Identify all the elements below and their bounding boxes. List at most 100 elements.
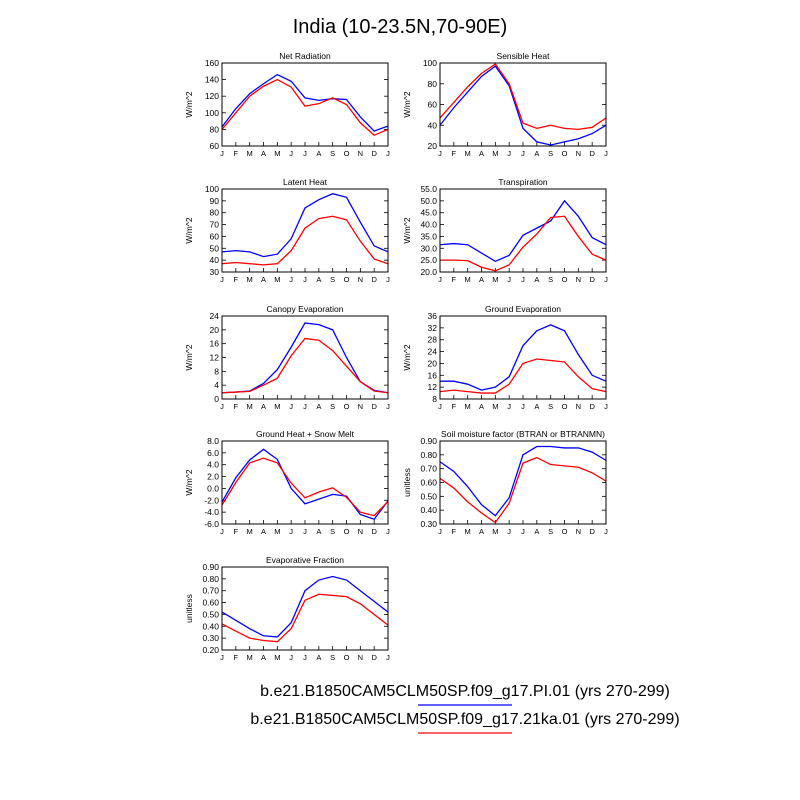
y-tick-label: 25.0 (420, 255, 437, 265)
x-tick-label: A (534, 402, 539, 411)
y-tick-label: 0.40 (202, 621, 219, 631)
x-tick-label: S (330, 527, 335, 536)
x-tick-label: D (589, 527, 595, 536)
x-tick-label: J (289, 402, 293, 411)
y-tick-label: 20 (210, 325, 220, 335)
x-tick-label: J (303, 402, 307, 411)
x-tick-label: J (507, 402, 511, 411)
x-tick-label: F (234, 402, 239, 411)
x-tick-label: J (604, 275, 608, 284)
series-line (439, 445, 607, 517)
x-tick-label: J (386, 653, 390, 662)
x-tick-label: J (386, 527, 390, 536)
x-tick-label: D (371, 275, 377, 284)
x-tick-label: A (316, 402, 321, 411)
y-tick-label: 100 (205, 108, 219, 118)
series-line (439, 358, 607, 394)
x-tick-label: M (274, 527, 280, 536)
x-tick-label: M (274, 653, 280, 662)
series-line (221, 575, 389, 638)
x-tick-label: J (220, 402, 224, 411)
y-tick-label: 0 (214, 394, 219, 404)
x-tick-label: N (358, 275, 363, 284)
x-tick-label: M (247, 275, 253, 284)
x-tick-label: A (261, 149, 266, 158)
y-tick-label: 4.0 (207, 460, 219, 470)
y-tick-label: 0.50 (420, 491, 437, 501)
y-tick-label: 36 (428, 311, 438, 321)
x-tick-label: O (562, 527, 568, 536)
y-tick-label: 20.0 (420, 267, 437, 277)
x-tick-label: N (358, 653, 363, 662)
x-tick-label: F (234, 653, 239, 662)
y-tick-label: 0.50 (202, 609, 219, 619)
x-tick-label: F (452, 275, 457, 284)
x-tick-label: A (479, 275, 484, 284)
x-tick-label: J (438, 275, 442, 284)
y-axis-label: W/m^2 (184, 344, 194, 370)
x-tick-label: M (247, 402, 253, 411)
panel-title: Ground Heat + Snow Melt (256, 429, 355, 439)
x-tick-label: S (548, 402, 553, 411)
x-tick-label: J (521, 149, 525, 158)
x-tick-label: F (234, 149, 239, 158)
x-tick-label: J (289, 149, 293, 158)
x-tick-label: N (576, 275, 581, 284)
y-tick-label: 0.20 (202, 645, 219, 655)
y-tick-label: 16 (428, 370, 438, 380)
y-axis-label: W/m^2 (184, 91, 194, 117)
x-tick-label: J (220, 527, 224, 536)
y-tick-label: 70 (210, 220, 220, 230)
x-tick-label: M (492, 275, 498, 284)
x-tick-label: M (492, 402, 498, 411)
x-tick-label: A (316, 275, 321, 284)
y-tick-label: 100 (205, 184, 219, 194)
x-tick-label: J (604, 402, 608, 411)
x-tick-label: O (344, 275, 350, 284)
x-tick-label: J (438, 149, 442, 158)
y-tick-label: 0.70 (420, 464, 437, 474)
series-line (221, 78, 389, 136)
x-tick-label: A (534, 275, 539, 284)
series-line (221, 457, 389, 517)
x-tick-label: J (386, 275, 390, 284)
y-tick-label: -2.0 (204, 495, 219, 505)
y-tick-label: 0.80 (420, 450, 437, 460)
x-tick-label: N (358, 402, 363, 411)
x-tick-label: O (562, 402, 568, 411)
y-tick-label: 30.0 (420, 243, 437, 253)
y-tick-label: 40.0 (420, 220, 437, 230)
y-tick-label: 160 (205, 58, 219, 68)
y-tick-label: 8 (214, 366, 219, 376)
x-tick-label: S (330, 653, 335, 662)
y-axis-label: unitless (184, 594, 194, 623)
y-tick-label: 80 (428, 79, 438, 89)
y-tick-label: 0.30 (202, 633, 219, 643)
x-tick-label: M (465, 402, 471, 411)
x-tick-label: D (371, 149, 377, 158)
x-tick-label: J (289, 275, 293, 284)
y-tick-label: 16 (210, 339, 220, 349)
y-tick-label: 12 (210, 353, 220, 363)
x-tick-label: J (303, 653, 307, 662)
y-axis-label: W/m^2 (184, 469, 194, 495)
panel-title: Evaporative Fraction (266, 555, 344, 565)
y-tick-label: 0.90 (202, 562, 219, 572)
x-tick-label: O (344, 527, 350, 536)
y-tick-label: 60 (210, 231, 220, 241)
x-tick-label: F (452, 402, 457, 411)
x-tick-label: J (386, 402, 390, 411)
plot-frame (221, 188, 389, 273)
x-tick-label: J (303, 149, 307, 158)
x-tick-label: S (548, 527, 553, 536)
x-tick-label: N (358, 149, 363, 158)
x-tick-label: A (316, 149, 321, 158)
x-tick-label: A (316, 653, 321, 662)
y-tick-label: 140 (205, 75, 219, 85)
series-line (440, 215, 607, 272)
series-line (439, 456, 607, 524)
plot-frame (221, 566, 389, 651)
x-tick-label: A (479, 149, 484, 158)
x-tick-label: J (604, 149, 608, 158)
